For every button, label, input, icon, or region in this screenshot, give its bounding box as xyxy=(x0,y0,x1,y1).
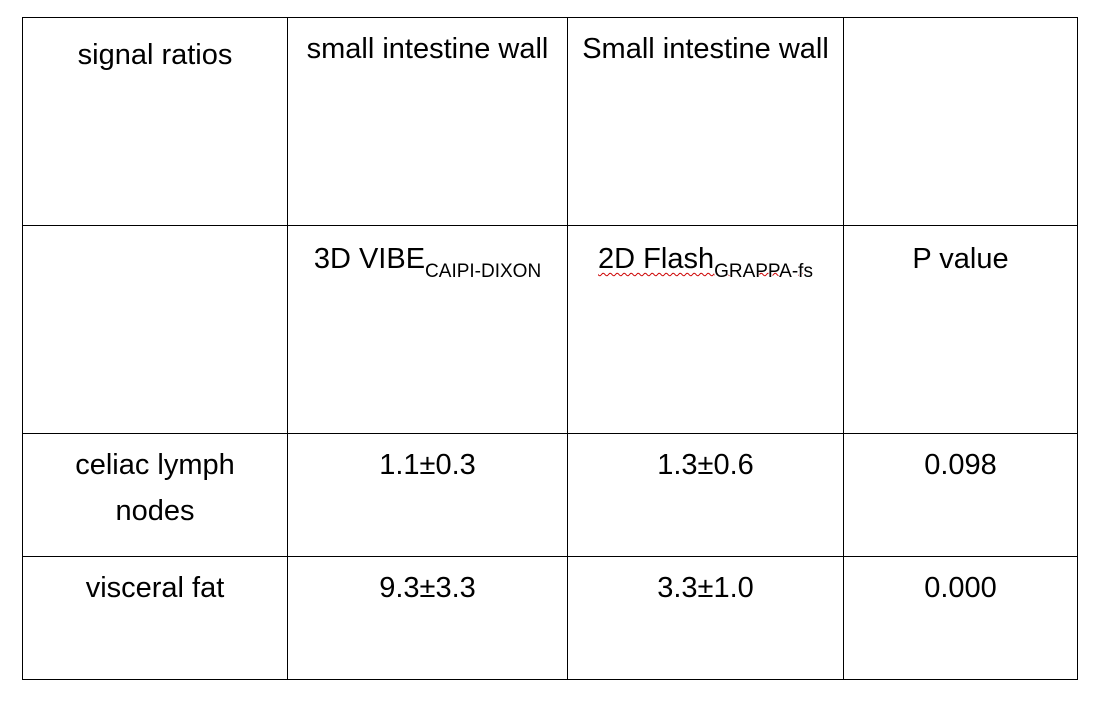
cell-subscript: CAIPI-DIXON xyxy=(425,261,542,282)
table-cell: 9.3±3.3 xyxy=(287,556,568,680)
table-cell: 0.098 xyxy=(843,433,1078,557)
cell-text: signal ratios xyxy=(77,39,233,71)
table-cell: celiac lymph nodes xyxy=(22,433,288,557)
table-cell: Small intestine wall xyxy=(567,17,844,226)
cell-text: 0.000 xyxy=(924,572,997,604)
table-row: visceral fat 9.3±3.3 3.3±1.0 0.000 xyxy=(22,556,1078,680)
table-cell: 1.3±0.6 xyxy=(567,433,844,557)
table-cell: 3.3±1.0 xyxy=(567,556,844,680)
table-cell: signal ratios xyxy=(22,17,288,226)
table-cell xyxy=(843,17,1078,226)
cell-text: 0.098 xyxy=(924,449,997,481)
cell-text: visceral fat xyxy=(85,572,225,604)
table-cell: 0.000 xyxy=(843,556,1078,680)
cell-subscript: GRAPPA-fs xyxy=(714,261,813,282)
table-cell: P value xyxy=(843,225,1078,434)
table-cell xyxy=(22,225,288,434)
cell-text: 1.1±0.3 xyxy=(379,449,476,481)
table-row: signal ratios small intestine wall Small… xyxy=(22,17,1078,226)
cell-text: 9.3±3.3 xyxy=(379,572,476,604)
cell-text: P value xyxy=(912,243,1009,275)
table-cell: 2D FlashGRAPPA-fs xyxy=(567,225,844,434)
cell-text: celiac lymph nodes xyxy=(75,449,235,527)
table-row: 3D VIBECAIPI-DIXON 2D FlashGRAPPA-fs P v… xyxy=(22,225,1078,434)
cell-text: 2D FlashGRAPPA-fs xyxy=(598,243,813,281)
table-cell: small intestine wall xyxy=(287,17,568,226)
cell-text: 1.3±0.6 xyxy=(657,449,754,481)
table-cell: 3D VIBECAIPI-DIXON xyxy=(287,225,568,434)
data-table: signal ratios small intestine wall Small… xyxy=(22,17,1078,680)
cell-text: 3.3±1.0 xyxy=(657,572,754,604)
table-cell: visceral fat xyxy=(22,556,288,680)
cell-text: Small intestine wall xyxy=(582,33,829,65)
cell-text: 2D Flash xyxy=(598,243,715,275)
table-row: celiac lymph nodes 1.1±0.3 1.3±0.6 0.098 xyxy=(22,433,1078,557)
table-cell: 1.1±0.3 xyxy=(287,433,568,557)
cell-text: small intestine wall xyxy=(306,33,549,65)
cell-text: 3D VIBE xyxy=(313,243,426,275)
